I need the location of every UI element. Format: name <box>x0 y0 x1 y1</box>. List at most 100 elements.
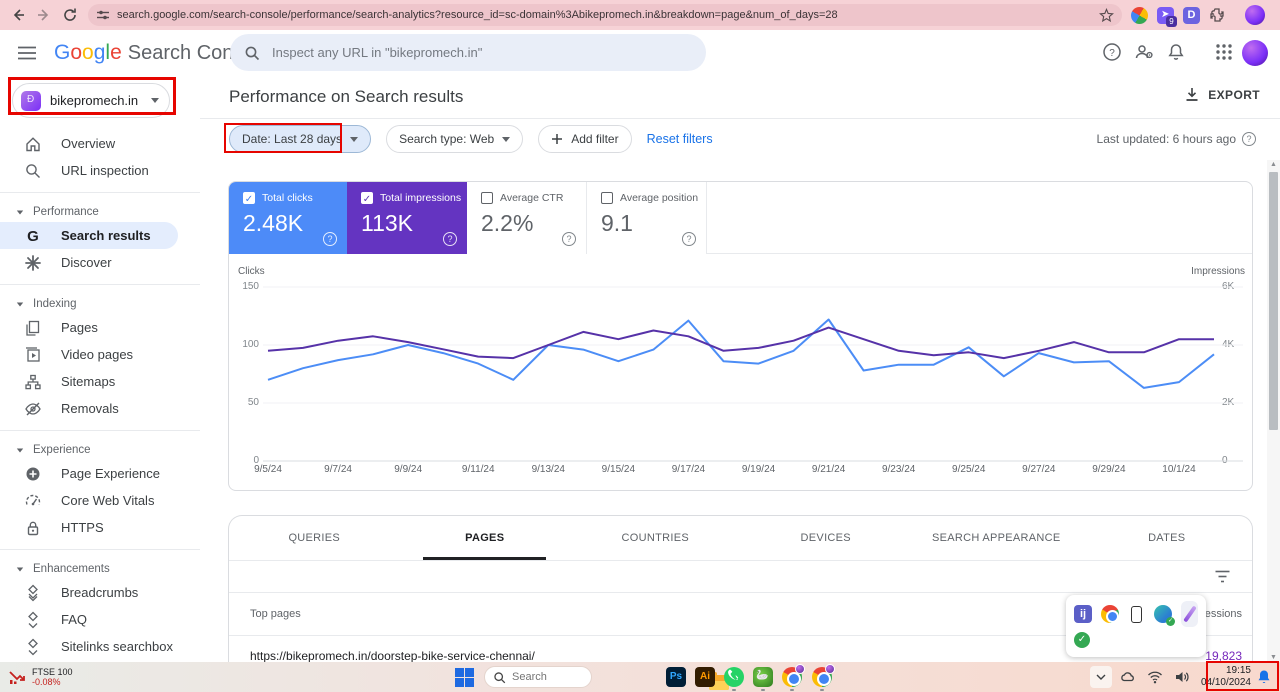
scrollbar-thumb[interactable] <box>1269 172 1278 430</box>
checkbox-checked-icon[interactable] <box>243 192 255 204</box>
sidebar-item-discover[interactable]: Discover <box>0 249 200 276</box>
browser-profile-avatar[interactable] <box>1245 5 1265 25</box>
extension-d-icon[interactable]: D <box>1183 6 1200 24</box>
sidebar-item-video-pages[interactable]: Video pages <box>0 341 200 368</box>
onedrive-cloud-icon[interactable] <box>1120 669 1136 685</box>
sidebar-item-removals[interactable]: Removals <box>0 395 200 422</box>
sidebar-section-enhancements[interactable]: Enhancements <box>0 559 200 579</box>
browser-menu-icon[interactable]: ⋮ <box>1275 7 1280 23</box>
reset-filters-link[interactable]: Reset filters <box>646 132 713 146</box>
notification-bell-icon[interactable] <box>1256 669 1272 685</box>
address-bar[interactable]: search.google.com/search-console/perform… <box>88 4 1122 26</box>
green-check-icon[interactable]: ✓ <box>1074 632 1090 648</box>
help-circle-icon[interactable]: ? <box>443 232 457 246</box>
sidebar-item-sitelinks-searchbox[interactable]: Sitelinks searchbox <box>0 633 200 660</box>
table-row[interactable]: https://bikepromech.in/doorstep-bike-ser… <box>229 636 1252 676</box>
average-ctr-card[interactable]: Average CTR 2.2% ? <box>467 182 587 254</box>
sidebar-section-experience[interactable]: Experience <box>0 440 200 460</box>
help-circle-icon[interactable]: ? <box>562 232 576 246</box>
bookmark-star-icon[interactable] <box>1099 7 1114 23</box>
taskbar-stocks-widget[interactable]: FTSE 100 -0.08% <box>8 667 73 687</box>
tab-search-appearance[interactable]: SEARCH APPEARANCE <box>931 532 1061 544</box>
help-icon[interactable]: ? <box>1102 42 1122 62</box>
forward-icon[interactable] <box>36 7 52 23</box>
sidebar-item-sitemaps[interactable]: Sitemaps <box>0 368 200 395</box>
site-settings-icon[interactable] <box>96 8 110 22</box>
add-filter-chip[interactable]: Add filter <box>538 125 632 153</box>
taskbar-clock[interactable]: 19:15 04/10/2024 <box>1201 665 1251 689</box>
chevron-down-icon <box>151 98 159 103</box>
total-clicks-card[interactable]: Total clicks 2.48K ? <box>229 182 347 254</box>
date-filter-chip[interactable]: Date: Last 28 days <box>229 125 372 153</box>
sidebar-item-breadcrumbs[interactable]: Breadcrumbs <box>0 579 200 606</box>
tab-queries[interactable]: QUERIES <box>288 532 341 544</box>
sidebar-item-core-web-vitals[interactable]: Core Web Vitals <box>0 487 200 514</box>
photoshop-icon[interactable]: Ps <box>666 667 686 687</box>
url-inspect-searchbox[interactable] <box>230 34 706 71</box>
start-button[interactable] <box>455 668 474 687</box>
average-position-card[interactable]: Average position 9.1 ? <box>587 182 707 254</box>
help-circle-icon[interactable]: ? <box>323 232 337 246</box>
whatsapp-icon[interactable] <box>724 667 744 691</box>
chrome-profile-1-icon[interactable] <box>782 664 805 691</box>
show-hidden-icons-chevron[interactable] <box>1089 666 1112 688</box>
tab-pages[interactable]: PAGES <box>400 516 571 560</box>
help-circle-icon[interactable]: ? <box>1242 132 1256 146</box>
extensions-puzzle-icon[interactable] <box>1209 7 1225 23</box>
export-button[interactable]: EXPORT <box>1185 87 1260 102</box>
taskbar-search[interactable] <box>484 666 592 688</box>
checkbox-unchecked-icon[interactable] <box>601 192 613 204</box>
total-impressions-card[interactable]: Total impressions 113K ? <box>347 182 467 254</box>
pen-tool-selected[interactable] <box>1181 601 1198 627</box>
wifi-icon[interactable] <box>1147 669 1163 685</box>
reload-icon[interactable] <box>62 7 78 23</box>
extension-pinwheel-icon[interactable] <box>1131 6 1148 24</box>
sidebar-section-performance[interactable]: Performance <box>0 202 200 222</box>
tab-devices[interactable]: DEVICES <box>800 532 851 544</box>
page-scrollbar[interactable]: ▲ ▼ <box>1267 160 1280 662</box>
tab-dates[interactable]: DATES <box>1148 532 1186 544</box>
filter-list-icon[interactable] <box>1215 570 1230 583</box>
chrome-profile-2-icon[interactable] <box>812 664 835 691</box>
sidebar-item-overview[interactable]: Overview <box>0 130 200 157</box>
url-inspect-input[interactable] <box>272 45 672 60</box>
taskbar-search-input[interactable] <box>512 671 582 683</box>
page-url-cell[interactable]: https://bikepromech.in/doorstep-bike-ser… <box>250 649 535 663</box>
browser-toolbar: search.google.com/search-console/perform… <box>0 0 1280 30</box>
clock-time: 19:15 <box>1225 665 1251 676</box>
phone-link-icon[interactable] <box>1131 605 1142 623</box>
column-top-pages[interactable]: Top pages <box>250 608 301 620</box>
sidebar-item-page-experience[interactable]: Page Experience <box>0 460 200 487</box>
divider <box>0 549 200 550</box>
chevron-down-icon <box>16 448 24 452</box>
illustrator-icon[interactable]: Ai <box>695 667 715 687</box>
sidebar-item-faq[interactable]: FAQ <box>0 606 200 633</box>
edge-icon[interactable] <box>1154 605 1175 626</box>
sidebar-item-url-inspection[interactable]: URL inspection <box>0 157 200 184</box>
help-circle-icon[interactable]: ? <box>682 232 696 246</box>
notifications-bell-icon[interactable] <box>1166 42 1186 62</box>
property-selector[interactable]: bikepromech.in <box>12 83 170 118</box>
sidebar-section-indexing[interactable]: Indexing <box>0 294 200 314</box>
performance-line-chart[interactable]: Clicks Impressions 150 100 50 0 6K 4K 2K… <box>229 254 1252 490</box>
account-avatar[interactable] <box>1242 40 1268 66</box>
sidebar-item-https[interactable]: HTTPS <box>0 514 200 541</box>
chrome-icon[interactable] <box>1101 605 1119 623</box>
tab-countries[interactable]: COUNTRIES <box>621 532 689 544</box>
speaker-icon[interactable] <box>1174 669 1190 685</box>
scroll-down-arrow[interactable]: ▼ <box>1270 654 1277 661</box>
back-icon[interactable] <box>10 7 26 23</box>
green-app-icon[interactable] <box>753 667 773 691</box>
checkbox-unchecked-icon[interactable] <box>481 192 493 204</box>
user-settings-icon[interactable] <box>1134 42 1154 62</box>
extension-arrow-icon[interactable]: ➤ 9 <box>1157 6 1177 27</box>
plus-icon <box>552 134 563 144</box>
sidebar-item-pages[interactable]: Pages <box>0 314 200 341</box>
search-type-filter-chip[interactable]: Search type: Web <box>386 125 524 153</box>
teams-icon[interactable]: ij <box>1074 605 1092 623</box>
sidebar-item-search-results[interactable]: G Search results <box>0 222 178 249</box>
google-apps-grid-icon[interactable] <box>1214 42 1234 62</box>
hamburger-menu-icon[interactable] <box>18 46 36 60</box>
scroll-up-arrow[interactable]: ▲ <box>1270 161 1277 168</box>
checkbox-checked-icon[interactable] <box>361 192 373 204</box>
